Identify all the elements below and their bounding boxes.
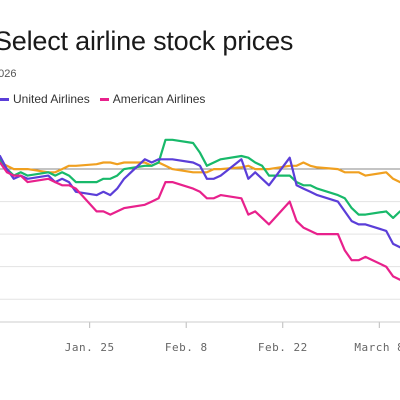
legend-label-united: United Airlines: [13, 92, 90, 106]
x-tick-label: March 8: [354, 341, 400, 354]
legend-item-american: American Airlines: [99, 92, 206, 106]
x-tick-label: Feb. 22: [258, 341, 308, 354]
series-line-american: [0, 161, 400, 281]
x-tick-label: Feb. 8: [165, 341, 208, 354]
chart-subtitle: 2026: [0, 68, 17, 80]
series-line-green: [0, 138, 400, 219]
x-tick-label: Jan. 25: [65, 341, 115, 354]
legend-label-american: American Airlines: [112, 92, 206, 106]
series-line-orange: [0, 161, 400, 184]
legend-item-united: United Airlines: [0, 92, 90, 106]
chart-title: Select airline stock prices: [0, 26, 294, 56]
legend-swatch-american: [99, 97, 109, 101]
series-line-united: [0, 154, 400, 249]
legend-swatch-united: [0, 97, 9, 101]
legend: United Airlines American Airlines: [0, 92, 215, 106]
